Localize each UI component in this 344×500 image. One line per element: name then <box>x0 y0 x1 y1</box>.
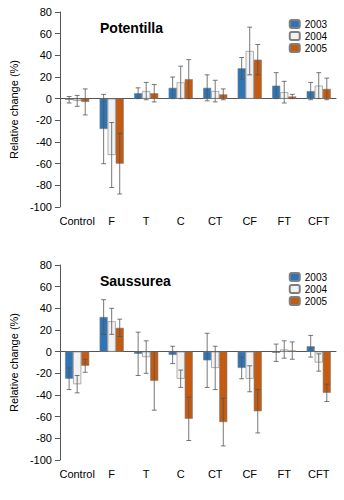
svg-text:FT: FT <box>278 468 292 480</box>
svg-text:Relative change (%): Relative change (%) <box>8 60 20 159</box>
svg-text:CF: CF <box>242 468 257 480</box>
svg-text:-80: -80 <box>36 432 52 444</box>
svg-text:0: 0 <box>46 93 52 105</box>
svg-text:T: T <box>143 215 150 227</box>
svg-text:T: T <box>143 468 150 480</box>
svg-text:Saussurea: Saussurea <box>100 273 171 289</box>
svg-text:CT: CT <box>208 215 223 227</box>
svg-text:2004: 2004 <box>305 284 328 295</box>
svg-text:-60: -60 <box>36 158 52 170</box>
svg-text:20: 20 <box>40 71 52 83</box>
svg-text:CFT: CFT <box>308 215 330 227</box>
svg-text:40: 40 <box>40 49 52 61</box>
svg-text:C: C <box>177 215 185 227</box>
svg-text:Control: Control <box>59 215 94 227</box>
svg-text:-100: -100 <box>30 454 52 466</box>
svg-text:2003: 2003 <box>305 272 328 283</box>
svg-text:-80: -80 <box>36 179 52 191</box>
svg-text:40: 40 <box>40 302 52 314</box>
svg-text:20: 20 <box>40 324 52 336</box>
svg-text:80: 80 <box>40 259 52 271</box>
svg-text:C: C <box>177 468 185 480</box>
svg-text:Control: Control <box>59 468 94 480</box>
svg-text:60: 60 <box>40 281 52 293</box>
svg-text:2005: 2005 <box>305 296 328 307</box>
svg-text:-100: -100 <box>30 201 52 213</box>
svg-text:FT: FT <box>278 215 292 227</box>
svg-text:F: F <box>108 215 115 227</box>
svg-text:2005: 2005 <box>305 43 328 54</box>
svg-text:60: 60 <box>40 28 52 40</box>
svg-text:2004: 2004 <box>305 31 328 42</box>
svg-text:F: F <box>108 468 115 480</box>
svg-text:CF: CF <box>242 215 257 227</box>
svg-text:-20: -20 <box>36 367 52 379</box>
svg-text:-40: -40 <box>36 136 52 148</box>
svg-text:-60: -60 <box>36 411 52 423</box>
svg-text:80: 80 <box>40 6 52 18</box>
svg-text:CT: CT <box>208 468 223 480</box>
svg-text:Relative change (%): Relative change (%) <box>8 313 20 412</box>
svg-text:CFT: CFT <box>308 468 330 480</box>
svg-text:Potentilla: Potentilla <box>100 20 163 36</box>
svg-text:-20: -20 <box>36 114 52 126</box>
svg-text:0: 0 <box>46 346 52 358</box>
svg-text:2003: 2003 <box>305 19 328 30</box>
svg-text:-40: -40 <box>36 389 52 401</box>
